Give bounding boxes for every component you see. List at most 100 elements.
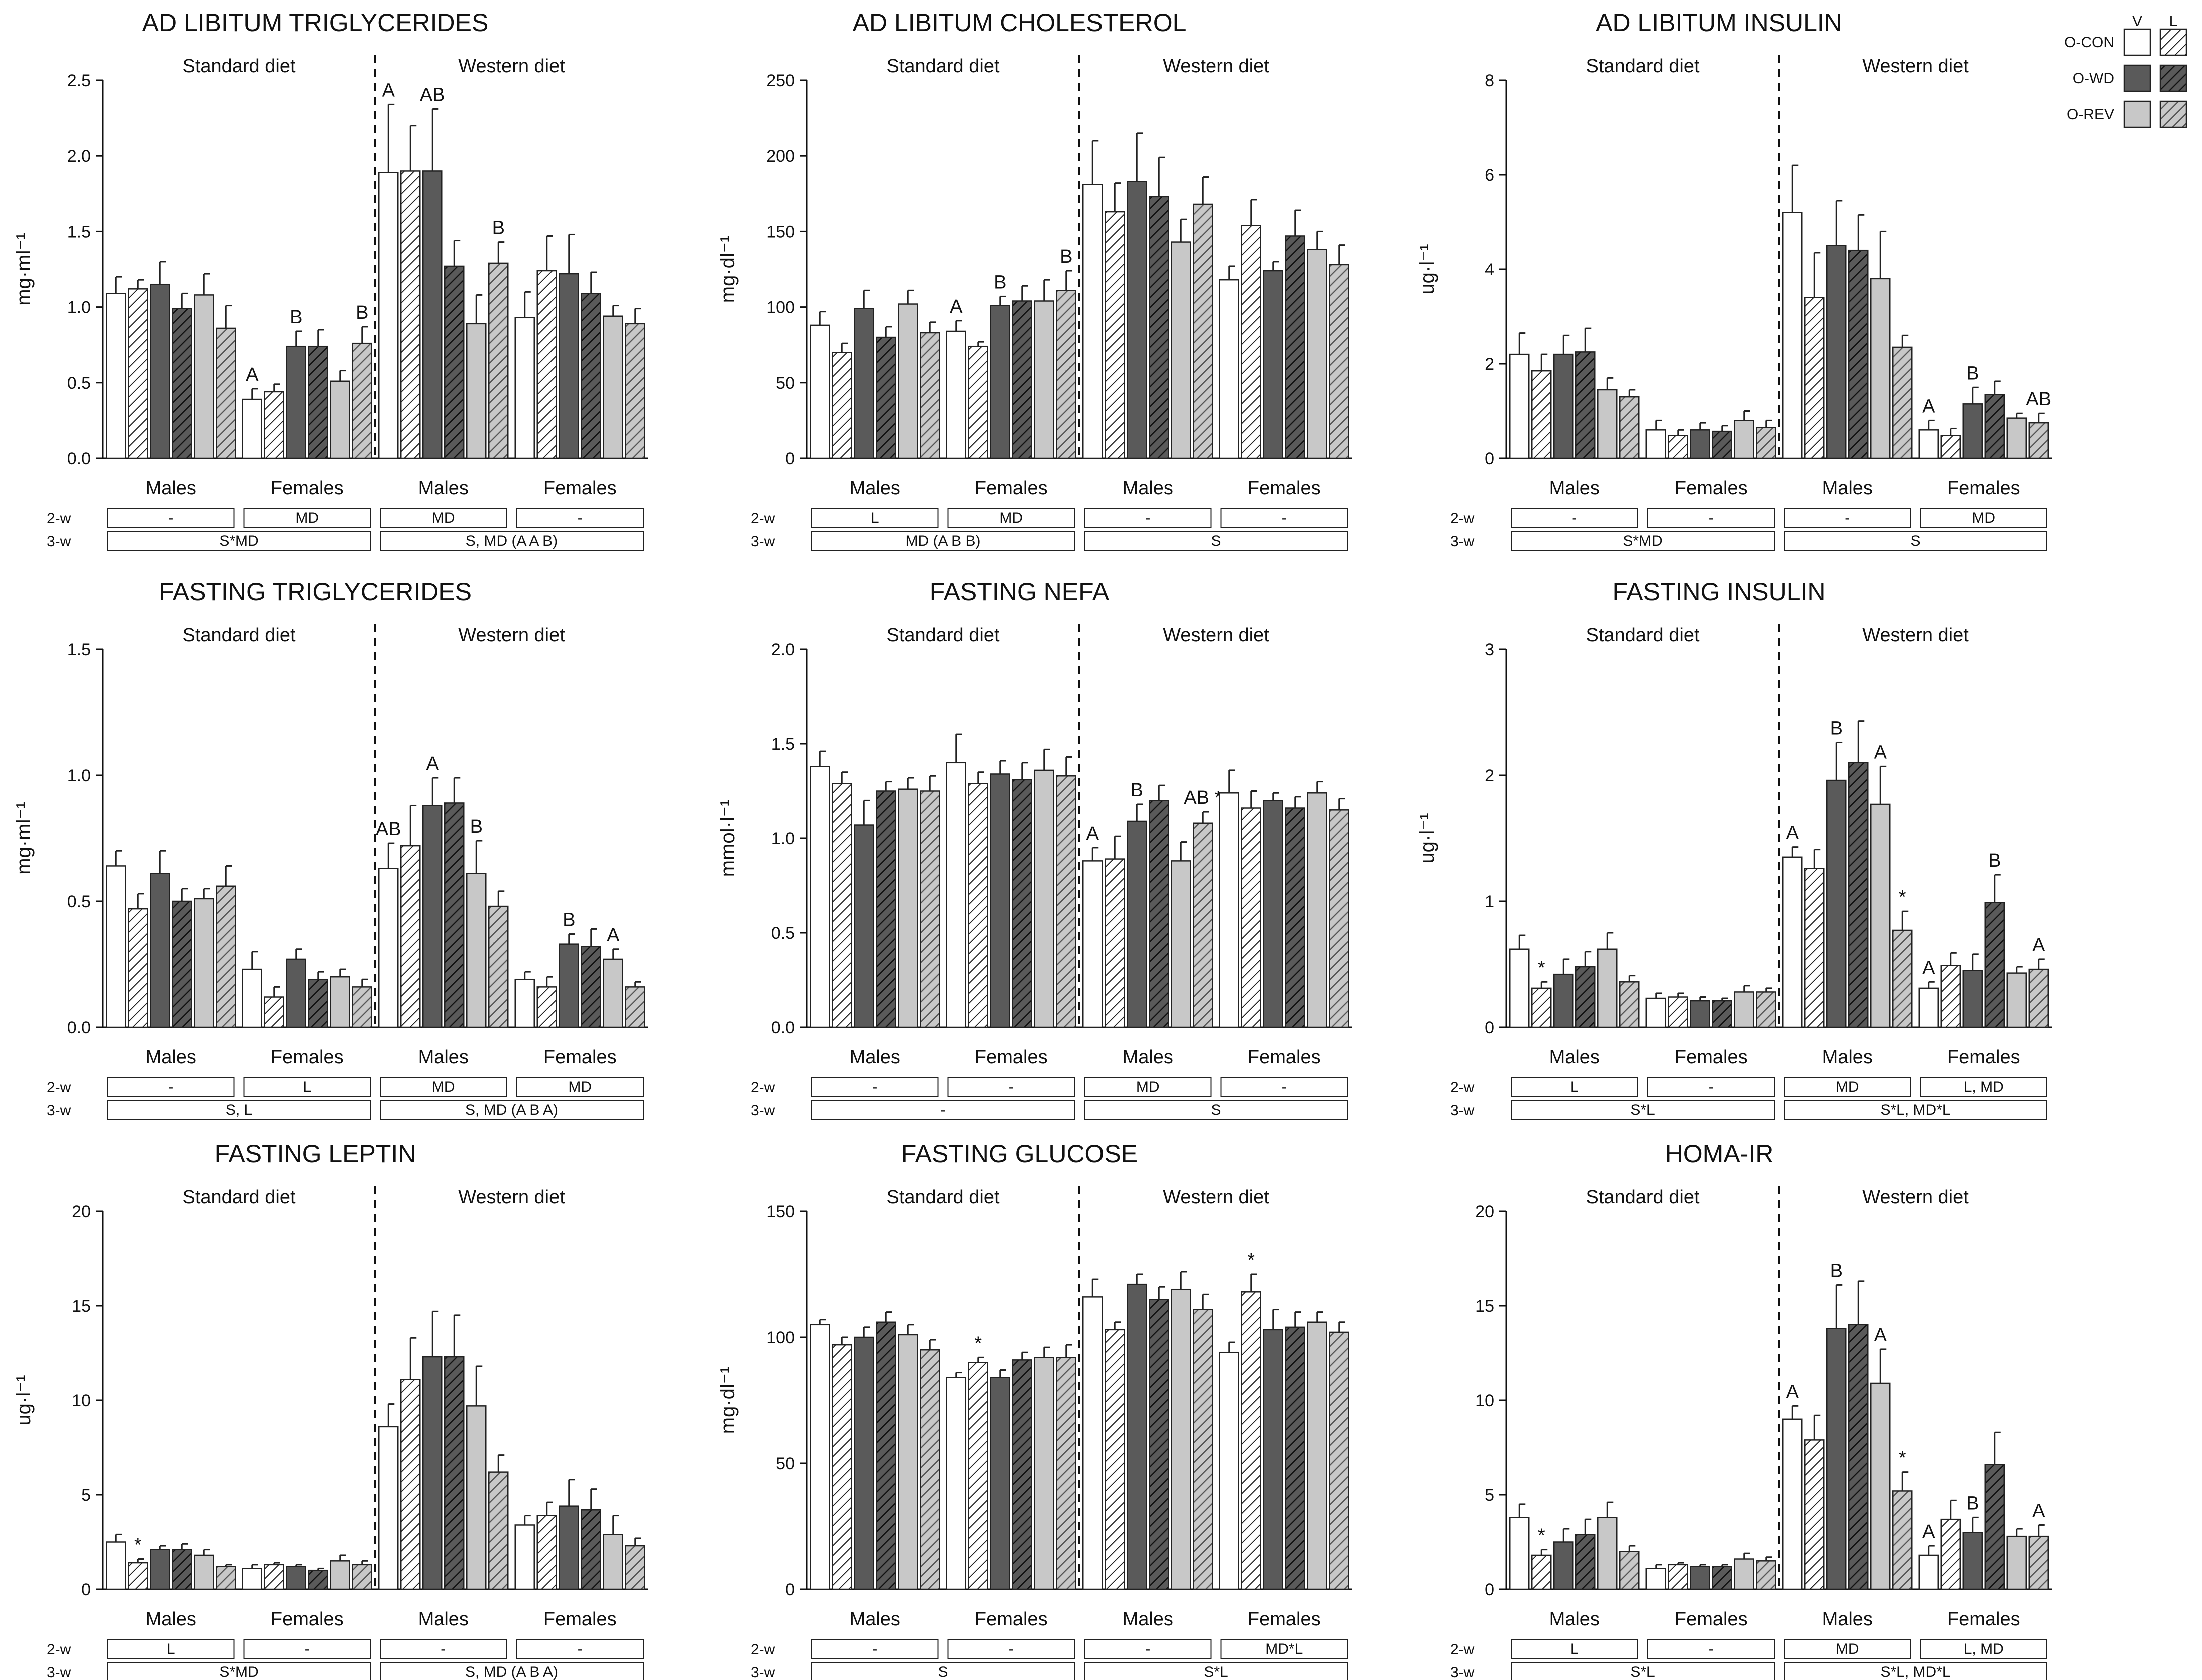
- significance-label: AB: [376, 819, 401, 840]
- bar-o-rev-l: [920, 1349, 940, 1590]
- y-tick-label: 5: [1485, 1486, 1494, 1505]
- bar-o-rev-l: [216, 327, 236, 459]
- y-tick-label: 10: [72, 1391, 91, 1410]
- chart-title: FASTING TRIGLYCERIDES: [159, 578, 472, 606]
- two-way-result: -: [1709, 510, 1714, 526]
- significance-label: B: [1966, 1493, 1979, 1514]
- chart-panel-fast-ins: FASTING INSULIN 0 1 2 3 ug·l⁻¹ Standard diet We…: [1416, 578, 2052, 1120]
- sex-label: Females: [975, 1609, 1048, 1630]
- diet-label-western: Western diet: [1862, 625, 1969, 646]
- bar-o-rev-v: [1034, 769, 1054, 1028]
- y-tick-label: 1.5: [771, 735, 795, 754]
- bar-o-wd-v: [422, 805, 443, 1028]
- two-way-box: [1920, 508, 2047, 528]
- two-way-result: -: [1145, 1641, 1150, 1657]
- bar-o-rev-l: [216, 1566, 236, 1590]
- two-way-row-label: 2-w: [1450, 1079, 1475, 1096]
- significance-label: *: [134, 1535, 142, 1556]
- diet-label-western: Western diet: [1862, 56, 1969, 77]
- bar-o-wd-v: [1263, 1329, 1283, 1590]
- bar-o-wd-v: [559, 1505, 579, 1590]
- two-way-result: L: [1570, 1079, 1579, 1095]
- bar-o-wd-l: [1149, 1299, 1169, 1590]
- bar-o-con-l: [264, 1564, 284, 1590]
- bar-o-con-l: [1241, 1291, 1261, 1590]
- bar-o-rev-v: [330, 1560, 350, 1590]
- two-way-result: L: [303, 1079, 311, 1095]
- bar-o-wd-v: [422, 170, 443, 459]
- y-tick-label: 0: [785, 1580, 795, 1599]
- legend-col-header: V: [2132, 13, 2142, 30]
- bar-o-rev-l: [625, 986, 645, 1028]
- two-way-box: [516, 508, 644, 528]
- three-way-result: S, L: [226, 1102, 252, 1118]
- bar-o-wd-v: [559, 273, 579, 459]
- bar-o-wd-v: [1263, 270, 1283, 459]
- bar-o-wd-l: [308, 978, 328, 1028]
- bar-o-con-l: [1668, 996, 1688, 1028]
- two-way-result: -: [441, 1641, 446, 1657]
- bar-o-rev-v: [1870, 278, 1891, 459]
- chart-title: FASTING NEFA: [930, 578, 1110, 606]
- bar-o-rev-l: [1193, 1309, 1213, 1590]
- significance-label: A: [382, 80, 395, 101]
- bar-o-rev-l: [352, 1564, 372, 1590]
- bar-o-wd-l: [1848, 1324, 1869, 1590]
- sex-label: Females: [271, 478, 344, 499]
- bar-o-con-v: [810, 324, 830, 459]
- significance-label: B: [1060, 246, 1072, 267]
- bar-o-rev-l: [1193, 203, 1213, 459]
- bar-o-rev-v: [603, 315, 623, 459]
- two-way-box: [1647, 1077, 1775, 1097]
- three-way-box: [380, 1100, 644, 1120]
- two-way-result: MD*L: [1265, 1641, 1303, 1657]
- y-tick-label: 3: [1485, 640, 1494, 659]
- chart-title: FASTING LEPTIN: [215, 1140, 416, 1168]
- y-tick-label: 150: [766, 222, 795, 241]
- bar-o-wd-l: [1712, 1566, 1732, 1590]
- y-tick-label: 2.0: [771, 640, 795, 659]
- three-way-result: S*L, MD*L: [1880, 1664, 1950, 1680]
- chart-panel-ad-chol: AD LIBITUM CHOLESTEROL 0 50 100 150 200 250 mg·…: [717, 9, 1352, 551]
- y-tick-label: 50: [776, 1454, 795, 1473]
- bar-o-con-l: [1804, 1439, 1825, 1590]
- three-way-box: [1784, 1100, 2047, 1120]
- y-tick-label: 15: [1475, 1297, 1494, 1316]
- bar-o-rev-v: [2006, 417, 2027, 459]
- three-way-box: [811, 531, 1075, 551]
- bar-o-wd-l: [444, 265, 465, 459]
- bar-o-con-l: [400, 170, 421, 459]
- bar-o-rev-v: [466, 873, 487, 1028]
- bar-o-rev-v: [1597, 948, 1618, 1028]
- significance-label: A: [2032, 935, 2045, 956]
- bar-o-rev-v: [330, 380, 350, 459]
- bar-o-rev-l: [1329, 1331, 1349, 1590]
- bar-o-con-v: [1082, 184, 1103, 459]
- significance-label: AB *: [1184, 787, 1222, 808]
- bar-o-con-v: [378, 172, 399, 459]
- bar-o-wd-l: [308, 345, 328, 459]
- panels: AD LIBITUM TRIGLYCERIDES 0.0 0.5 1.0 1.5 2.0 2…: [13, 9, 2052, 1680]
- bar-o-rev-v: [898, 1334, 918, 1590]
- bar-o-con-l: [1531, 1554, 1552, 1590]
- bar-o-con-l: [1804, 868, 1825, 1028]
- sex-label: Males: [1549, 1609, 1600, 1630]
- bar-o-rev-l: [1056, 775, 1076, 1028]
- three-way-result: -: [941, 1102, 946, 1118]
- significance-label: A: [1874, 1325, 1887, 1346]
- chart-panel-fast-lep: FASTING LEPTIN 0 5 10 15 20 ug·l⁻¹ Standard die…: [13, 1140, 648, 1680]
- bar-o-con-v: [242, 1568, 262, 1590]
- sex-label: Males: [1123, 1609, 1173, 1630]
- two-way-result: L: [1570, 1641, 1579, 1657]
- bar-o-wd-v: [286, 958, 306, 1028]
- three-way-result: S, MD (A B A): [465, 1102, 558, 1118]
- bar-o-wd-l: [1149, 800, 1169, 1028]
- sex-label: Males: [850, 1047, 900, 1068]
- two-way-result: -: [1145, 510, 1150, 526]
- bar-o-con-v: [946, 330, 966, 459]
- bar-o-con-l: [832, 1344, 852, 1590]
- two-way-result: MD: [1972, 510, 1995, 526]
- bar-o-wd-v: [1826, 779, 1847, 1028]
- two-way-result: -: [1009, 1079, 1014, 1095]
- two-way-row-label: 2-w: [751, 1641, 775, 1658]
